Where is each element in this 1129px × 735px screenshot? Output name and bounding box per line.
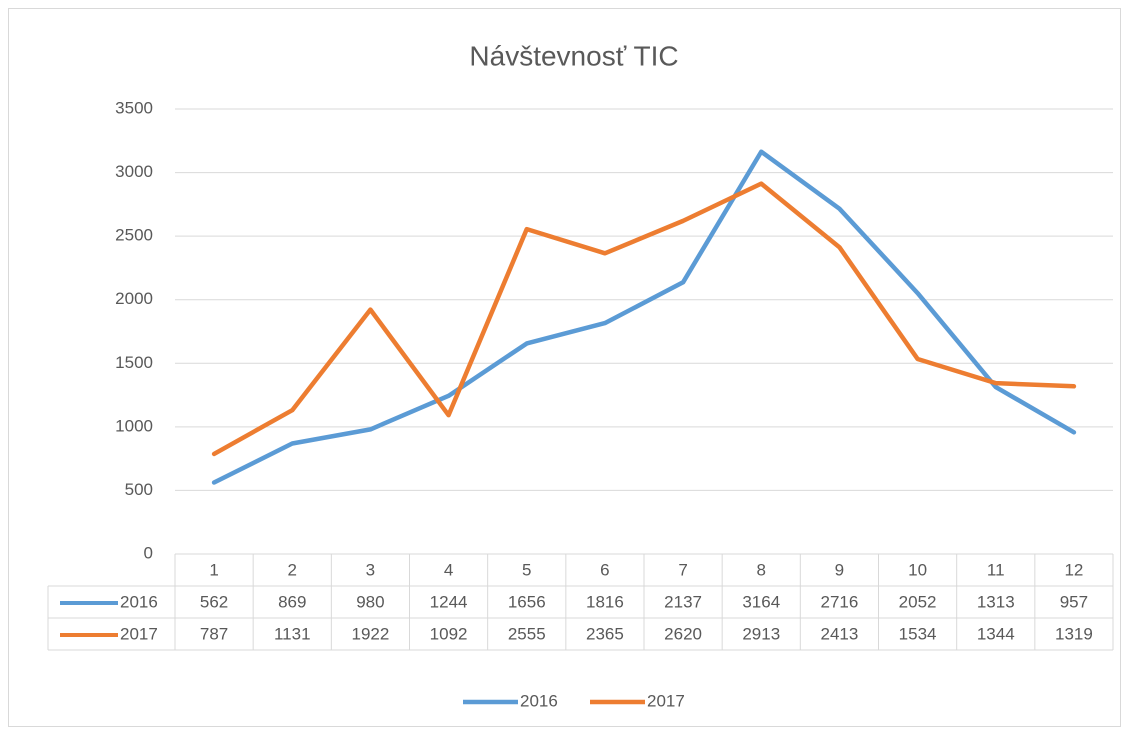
table-cell: 2555 <box>508 624 546 643</box>
table-cell: 1656 <box>508 592 546 611</box>
table-cell: 3164 <box>742 592 780 611</box>
table-cell: 1131 <box>274 624 311 643</box>
table-cell: 1344 <box>977 624 1015 643</box>
chart-border <box>8 8 1121 727</box>
chart-title: Návštevnosť TIC <box>469 40 678 71</box>
table-cell: 1244 <box>430 592 468 611</box>
table-row-label: 2017 <box>120 624 158 643</box>
y-tick-label: 2000 <box>115 289 153 308</box>
x-tick-label: 5 <box>522 560 531 579</box>
table-cell: 2052 <box>899 592 937 611</box>
x-tick-label: 3 <box>366 560 375 579</box>
y-tick-label: 2500 <box>115 226 153 245</box>
x-tick-label: 12 <box>1064 560 1083 579</box>
y-tick-label: 0 <box>144 543 153 562</box>
table-cell: 2365 <box>586 624 624 643</box>
table-cell: 1534 <box>899 624 937 643</box>
x-tick-label: 10 <box>908 560 927 579</box>
x-tick-label: 11 <box>987 560 1005 579</box>
x-tick-label: 9 <box>835 560 844 579</box>
table-cell: 2413 <box>821 624 859 643</box>
x-tick-label: 8 <box>757 560 766 579</box>
x-tick-label: 1 <box>209 560 218 579</box>
table-cell: 1319 <box>1055 624 1093 643</box>
legend-label: 2017 <box>647 691 685 710</box>
table-cell: 1313 <box>977 592 1015 611</box>
table-cell: 1816 <box>586 592 624 611</box>
x-tick-label: 6 <box>600 560 609 579</box>
legend-label: 2016 <box>520 691 558 710</box>
table-cell: 2913 <box>742 624 780 643</box>
series-line <box>211 181 1077 457</box>
x-tick-label: 4 <box>444 560 453 579</box>
table-cell: 562 <box>200 592 228 611</box>
y-tick-label: 1500 <box>115 353 153 372</box>
table-cell: 957 <box>1060 592 1088 611</box>
table-cell: 980 <box>356 592 384 611</box>
table-cell: 1922 <box>352 624 390 643</box>
series-line <box>211 149 1077 485</box>
y-tick-label: 3500 <box>115 98 153 117</box>
table-cell: 787 <box>200 624 228 643</box>
x-tick-label: 2 <box>288 560 297 579</box>
table-cell: 2137 <box>664 592 702 611</box>
y-tick-label: 500 <box>125 480 153 499</box>
y-tick-label: 1000 <box>115 416 153 435</box>
table-row-label: 2016 <box>120 592 158 611</box>
x-tick-label: 7 <box>678 560 687 579</box>
table-cell: 2620 <box>664 624 702 643</box>
table-cell: 2716 <box>821 592 859 611</box>
table-cell: 1092 <box>430 624 468 643</box>
table-cell: 869 <box>278 592 306 611</box>
y-tick-label: 3000 <box>115 162 153 181</box>
